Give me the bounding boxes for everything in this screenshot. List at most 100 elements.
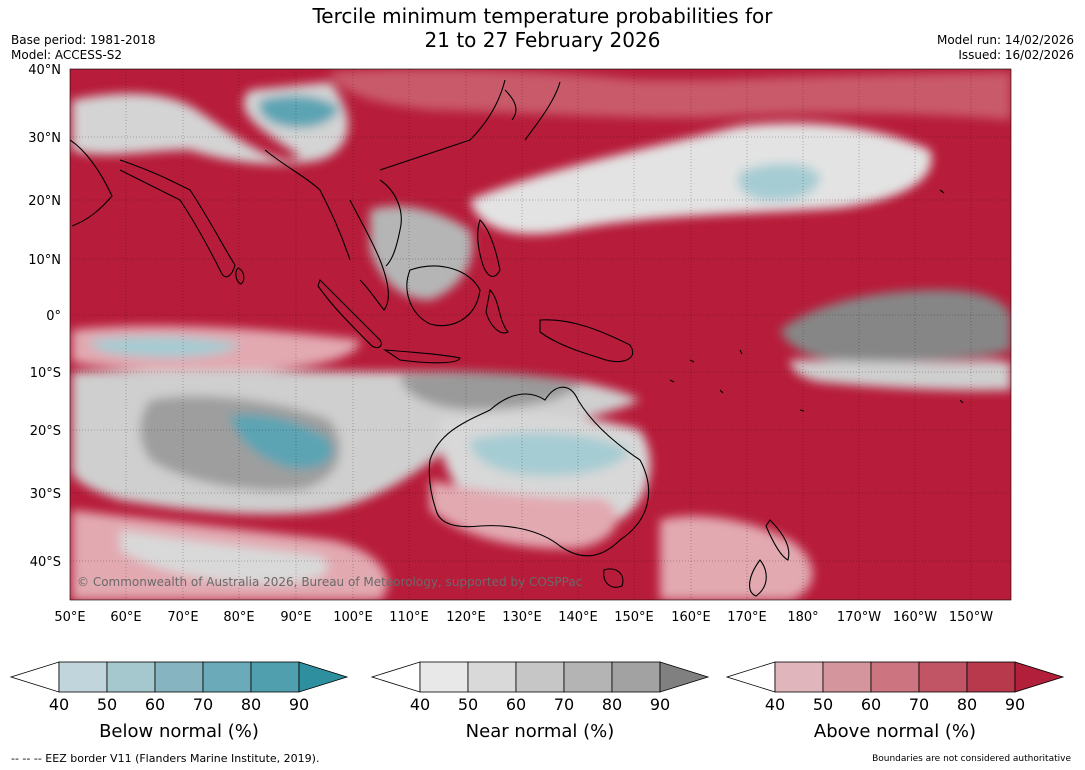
new-guinea — [539, 319, 633, 363]
new-zealand-north — [765, 519, 790, 561]
colorbar-below-tick: 70 — [193, 695, 213, 714]
meta-right: Model run: 14/02/2026 Issued: 16/02/2026 — [937, 33, 1074, 63]
lat-label: 0° — [46, 309, 61, 324]
above-light-australia-south — [430, 480, 618, 549]
colorbar-below-max-arrow — [298, 661, 349, 693]
colorbar-near-segment — [563, 661, 613, 693]
sri-lanka — [235, 267, 245, 285]
vietnam-coast — [379, 179, 402, 267]
colorbar-near-tick: 40 — [410, 695, 430, 714]
colorbar-near-tick: 90 — [650, 695, 670, 714]
southeast-asia-peninsula — [349, 199, 389, 311]
colorbar-near: 40 50 60 70 80 90 Near normal (%) — [370, 661, 710, 742]
below-australia-interior — [470, 432, 630, 476]
lon-label: 170°W — [837, 610, 881, 625]
colorbar-near-segment — [467, 661, 517, 693]
bay-of-bengal-coast — [264, 149, 351, 261]
lon-label: 150°E — [614, 610, 654, 625]
lat-label: 20°S — [30, 424, 61, 439]
lat-label: 40°S — [30, 555, 61, 570]
colorbar-near-min-arrow — [370, 661, 421, 693]
map-title: Tercile minimum temperature probabilitie… — [0, 4, 1085, 52]
near-southern-ocean — [120, 530, 328, 584]
china-coastline — [379, 79, 506, 171]
colorbar-below-tick: 50 — [97, 695, 117, 714]
boundary-disclaimer: Boundaries are not considered authoritat… — [872, 754, 1071, 764]
issued-date: Issued: 16/02/2026 — [958, 48, 1074, 62]
eez-border-note: -- -- -- EEZ border V11 (Flanders Marine… — [11, 752, 320, 765]
colorbar-below-label: Below normal (%) — [99, 721, 259, 742]
sumatra — [317, 278, 382, 349]
colorbar-above-tick: 50 — [813, 695, 833, 714]
colorbar-above-segment — [966, 661, 1016, 693]
lon-label: 120°E — [446, 610, 486, 625]
java — [382, 349, 461, 364]
lon-label: 110°E — [389, 610, 429, 625]
lon-label: 150°W — [949, 610, 993, 625]
lon-label: 180° — [787, 610, 818, 625]
colorbar-above-segment — [918, 661, 968, 693]
colorbar-below: 40 50 60 70 80 90 Below normal (%) — [9, 661, 349, 742]
model-run: Model run: 14/02/2026 — [936, 33, 1074, 47]
colorbar-above-segment — [822, 661, 872, 693]
colorbar-near-segment — [611, 661, 661, 693]
near-pacific-edge — [790, 360, 1011, 391]
latitude-labels: 40°N 30°N 20°N 10°N 0° 10°S 20°S 30°S 40… — [28, 63, 61, 570]
below-indian-ocean-south — [230, 414, 333, 469]
colorbar-below-tick: 80 — [241, 695, 261, 714]
colorbar-below-segment — [154, 661, 204, 693]
colorbar-above-label: Above normal (%) — [814, 721, 976, 742]
colorbar-near-tick: 70 — [554, 695, 574, 714]
lon-label: 90°E — [280, 610, 311, 625]
colorbar-below-segment — [202, 661, 252, 693]
lon-label: 80°E — [223, 610, 254, 625]
lon-label: 100°E — [333, 610, 373, 625]
lon-label: 160°E — [671, 610, 711, 625]
philippines — [477, 218, 501, 277]
colorbar-near-segment — [419, 661, 469, 693]
base-period: Base period: 1981-2018 — [11, 33, 156, 47]
colorbar-near-tick: 50 — [458, 695, 478, 714]
lon-label: 170°E — [727, 610, 767, 625]
map-gridlines — [70, 69, 1011, 600]
colorbar-below-tick: 90 — [289, 695, 309, 714]
colorbar-near-tick: 60 — [506, 695, 526, 714]
india-coastline — [119, 159, 236, 278]
above-mid-north — [330, 69, 1011, 120]
colorbar-below-segment — [250, 661, 300, 693]
arabia-coastline — [70, 139, 113, 227]
australia-coastline — [428, 386, 650, 557]
colorbar-near-max-arrow — [659, 661, 710, 693]
lon-label: 70°E — [167, 610, 198, 625]
colorbar-above: 40 50 60 70 80 90 Above normal (%) — [725, 661, 1065, 742]
borneo — [406, 265, 481, 327]
colorbar-below-tick: 60 — [145, 695, 165, 714]
probability-field — [70, 69, 1011, 600]
below-indian-ocean-band — [90, 336, 240, 358]
map-frame — [69, 68, 1012, 601]
colorbar-above-max-arrow — [1014, 661, 1065, 693]
map-copyright: © Commonwealth of Australia 2026, Bureau… — [77, 575, 582, 589]
sulawesi — [485, 288, 509, 334]
lat-label: 20°N — [28, 194, 61, 209]
near-south-china-sea — [370, 206, 473, 300]
lat-label: 30°S — [30, 487, 61, 502]
colorbar-below-min-arrow — [9, 661, 60, 693]
longitude-labels: 50°E 60°E 70°E 80°E 90°E 100°E 110°E 120… — [54, 610, 993, 625]
model-name: Model: ACCESS-S2 — [11, 48, 123, 62]
colorbar-above-tick: 70 — [909, 695, 929, 714]
colorbar-above-tick: 90 — [1005, 695, 1025, 714]
lon-label: 130°E — [502, 610, 542, 625]
near-dark-arafura — [400, 372, 580, 410]
colorbar-above-tick: 60 — [861, 695, 881, 714]
new-zealand-south — [749, 559, 767, 597]
colorbar-above-segment — [870, 661, 920, 693]
colorbar-above-min-arrow — [725, 661, 776, 693]
colorbar-above-segment — [774, 661, 824, 693]
korea-japan — [504, 81, 561, 141]
colorbar-below-segment — [58, 661, 108, 693]
colorbar-near-tick: 80 — [602, 695, 622, 714]
lat-label: 10°N — [28, 253, 61, 268]
near-dark-central-pacific — [780, 290, 1011, 362]
